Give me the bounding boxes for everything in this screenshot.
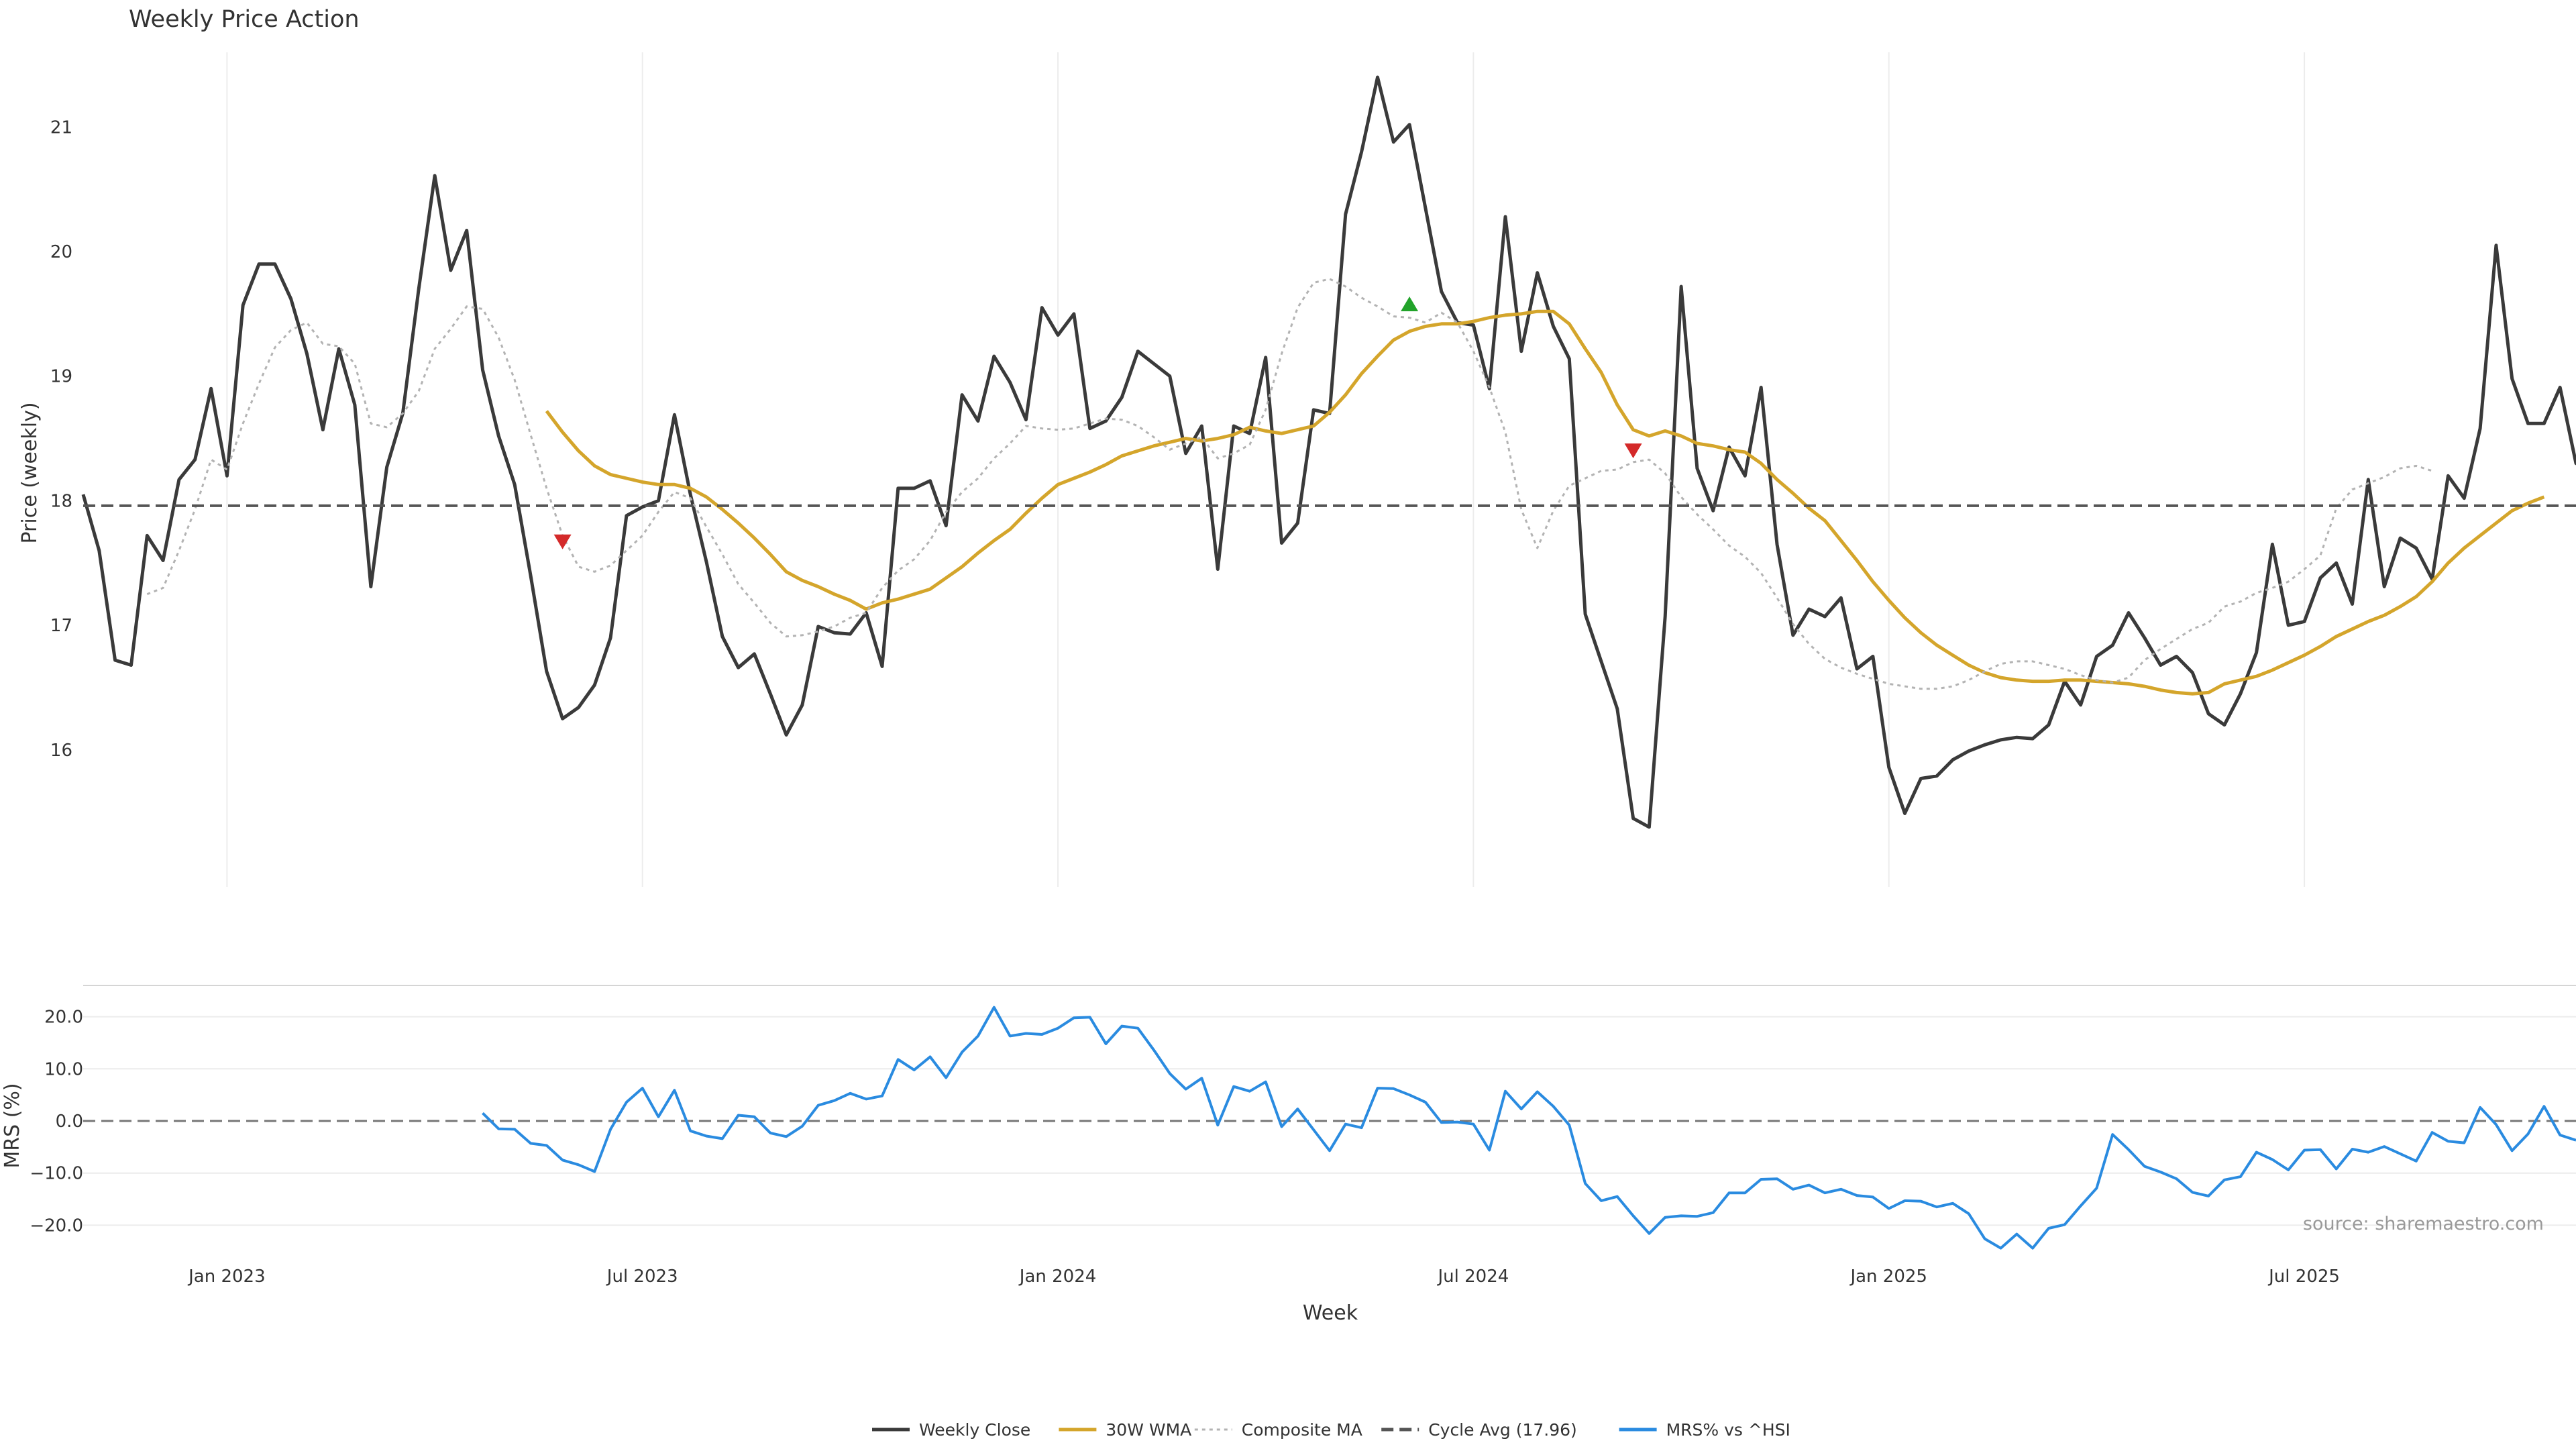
price-grid: [226, 52, 2306, 887]
legend-label: Cycle Avg (17.96): [1428, 1420, 1577, 1440]
series-mrs-vs-hsi: [482, 1006, 2576, 1250]
x-tick-label: Jul 2024: [1436, 1267, 1509, 1287]
mrs-panel: 20.0 10.0 0.0 −10.0 −20.0 MRS (%) source: sh…: [1, 985, 2576, 1250]
x-tick-label: Jul 2025: [2267, 1267, 2340, 1287]
mrs-y-tick-label: 20.0: [44, 1008, 83, 1028]
legend: Weekly Close 30W WMA Composite MA Cycle Avg…: [872, 1420, 1790, 1440]
sell-signal-marker: [1624, 443, 1642, 459]
chart-title: Weekly Price Action: [129, 6, 360, 33]
x-tick-label: Jan 2025: [1849, 1267, 1927, 1287]
legend-label: Composite MA: [1242, 1420, 1362, 1440]
x-axis-ticks: Jan 2023 Jul 2023 Jan 2024 Jul 2024 Jan 2025…: [187, 1267, 2340, 1287]
x-tick-label: Jul 2023: [606, 1267, 678, 1287]
price-y-axis-label: Price (weekly): [18, 402, 42, 543]
price-y-ticks: 16 17 18 19 20 21: [50, 117, 72, 760]
x-tick-label: Jan 2024: [1018, 1267, 1097, 1287]
signal-markers: [553, 297, 1642, 549]
price-y-tick-label: 17: [50, 616, 72, 636]
x-tick-label: Jan 2023: [187, 1267, 266, 1287]
mrs-y-tick-label: −20.0: [30, 1216, 83, 1236]
mrs-y-tick-label: 0.0: [56, 1112, 83, 1132]
mrs-y-axis-label: MRS (%): [1, 1083, 24, 1168]
mrs-y-tick-label: 10.0: [44, 1059, 83, 1079]
legend-label: MRS% vs ^HSI: [1666, 1420, 1790, 1440]
sell-signal-marker: [553, 534, 572, 549]
price-y-tick-label: 21: [50, 117, 72, 138]
price-y-tick-label: 18: [50, 491, 72, 511]
legend-label: 30W WMA: [1106, 1420, 1191, 1440]
series-weekly-close: [81, 75, 2576, 829]
price-panel: 16 17 18 19 20 21 Price (weekly): [18, 52, 2576, 887]
buy-signal-marker: [1401, 297, 1419, 312]
series-composite-ma: [146, 278, 2433, 690]
legend-label: Weekly Close: [919, 1420, 1030, 1440]
mrs-y-ticks: 20.0 10.0 0.0 −10.0 −20.0: [30, 1008, 83, 1236]
price-y-tick-label: 20: [50, 242, 72, 262]
source-annotation: source: sharemaestro.com: [2303, 1214, 2544, 1234]
x-axis-label: Week: [1303, 1301, 1358, 1325]
series-30w-wma: [545, 309, 2545, 696]
price-series: [81, 75, 2576, 829]
mrs-y-tick-label: −10.0: [30, 1164, 83, 1184]
price-y-tick-label: 16: [50, 741, 72, 761]
price-y-tick-label: 19: [50, 367, 72, 387]
mrs-series: [482, 1006, 2576, 1250]
